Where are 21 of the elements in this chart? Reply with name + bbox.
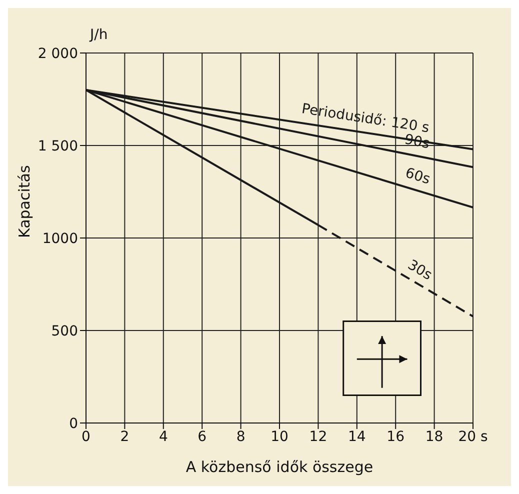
x-axis-title: A közbenső idők összege: [186, 458, 374, 476]
x-tick-label: 0: [82, 428, 90, 445]
y-axis-title: Kapacitás: [15, 165, 34, 238]
y-tick-label: 2 000: [38, 46, 78, 62]
y-tick-label: 1000: [42, 230, 78, 247]
y-tick-label: 500: [51, 323, 78, 340]
x-tick-label: 12: [309, 428, 328, 445]
x-tick-label: 18: [425, 428, 444, 445]
x-tick-label: 2: [120, 428, 130, 445]
x-tick-label: 10: [270, 428, 288, 445]
text: 60s: [403, 165, 432, 188]
text: 30s: [404, 257, 435, 284]
y-tick-label: 0: [69, 416, 78, 432]
x-tick-label: 8: [236, 428, 246, 445]
text: J/h: [89, 27, 108, 43]
x-tick-label: 16: [386, 428, 405, 445]
x-tick-label: 14: [348, 428, 366, 445]
x-tick-label: 20 s: [458, 428, 488, 445]
x-tick-label: 4: [158, 428, 168, 445]
y-tick-label: 1 500: [38, 138, 78, 154]
x-tick-label: 6: [198, 428, 207, 445]
